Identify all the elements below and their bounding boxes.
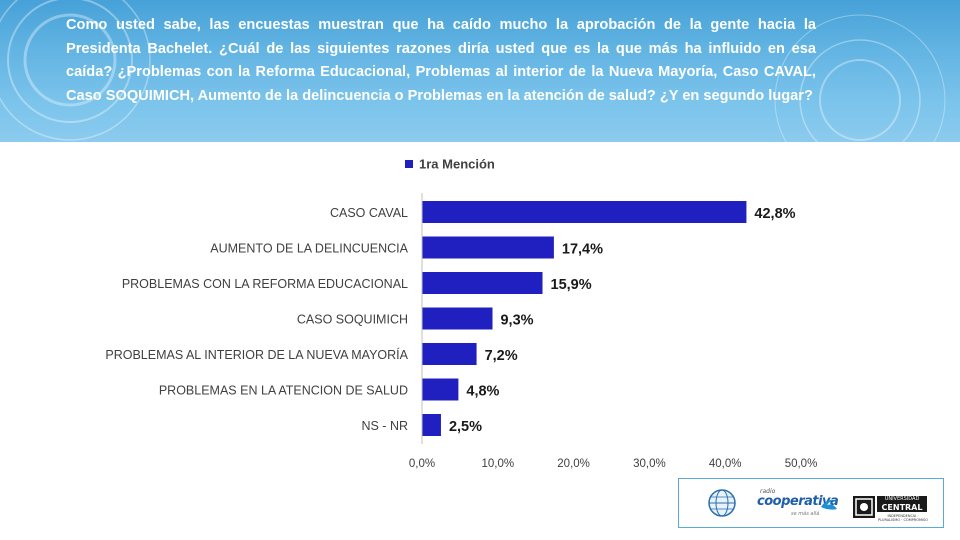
x-tick-label: 0,0% bbox=[409, 458, 435, 470]
bar bbox=[422, 201, 747, 223]
university-name-block: UNIVERSIDAD CENTRAL bbox=[877, 496, 927, 512]
legend-label: 1ra Mención bbox=[419, 157, 495, 172]
category-label: PROBLEMAS EN LA ATENCION DE SALUD bbox=[159, 384, 408, 398]
university-tagline: INDEPENDENCIA · PLURALISMO · COMPROMISO bbox=[878, 514, 928, 522]
university-line-2: CENTRAL bbox=[881, 503, 923, 512]
x-tick-label: 20,0% bbox=[557, 458, 590, 470]
bar bbox=[422, 343, 477, 365]
category-label: PROBLEMAS CON LA REFORMA EDUCACIONAL bbox=[122, 277, 408, 291]
cooperativa-tagline: se más allá bbox=[791, 511, 820, 517]
survey-question: Como usted sabe, las encuestas muestran … bbox=[66, 17, 816, 104]
x-tick-label: 40,0% bbox=[709, 458, 742, 470]
data-label: 2,5% bbox=[449, 419, 482, 435]
header-banner: Como usted sabe, las encuestas muestran … bbox=[0, 0, 960, 142]
cooperativa-logo-text: cooperativa bbox=[757, 494, 839, 509]
bar bbox=[422, 272, 543, 294]
globe-logo-icon bbox=[708, 489, 736, 517]
category-label: NS - NR bbox=[361, 419, 408, 433]
x-tick-label: 50,0% bbox=[785, 458, 818, 470]
bar bbox=[422, 378, 459, 401]
category-label: PROBLEMAS AL INTERIOR DE LA NUEVA MAYORÍ… bbox=[105, 347, 408, 362]
university-emblem-icon bbox=[853, 496, 875, 518]
bar bbox=[422, 414, 441, 436]
data-label: 42,8% bbox=[754, 206, 795, 222]
category-label: AUMENTO DE LA DELINCUENCIA bbox=[210, 242, 408, 256]
radio-label: radio bbox=[760, 488, 776, 495]
bar bbox=[422, 236, 554, 259]
x-tick-label: 10,0% bbox=[481, 458, 514, 470]
data-label: 7,2% bbox=[485, 348, 518, 364]
legend-swatch bbox=[405, 160, 413, 168]
data-label: 4,8% bbox=[466, 384, 499, 400]
swirl-logo-icon bbox=[821, 499, 839, 510]
bar-chart: 1ra Mención CASO CAVAL 42,8% AUMENTO DE LA … bbox=[105, 157, 818, 471]
bar bbox=[422, 307, 493, 330]
x-tick-label: 30,0% bbox=[633, 458, 666, 470]
data-label: 9,3% bbox=[500, 313, 533, 329]
banner-decoration bbox=[0, 0, 960, 142]
university-line-1: UNIVERSIDAD bbox=[884, 496, 920, 502]
sponsor-logos: radio cooperativa se más allá UNIVERSIDA… bbox=[678, 478, 944, 528]
data-label: 17,4% bbox=[562, 242, 603, 258]
data-label: 15,9% bbox=[551, 277, 592, 293]
category-label: CASO CAVAL bbox=[330, 206, 408, 220]
category-label: CASO SOQUIMICH bbox=[297, 313, 408, 327]
